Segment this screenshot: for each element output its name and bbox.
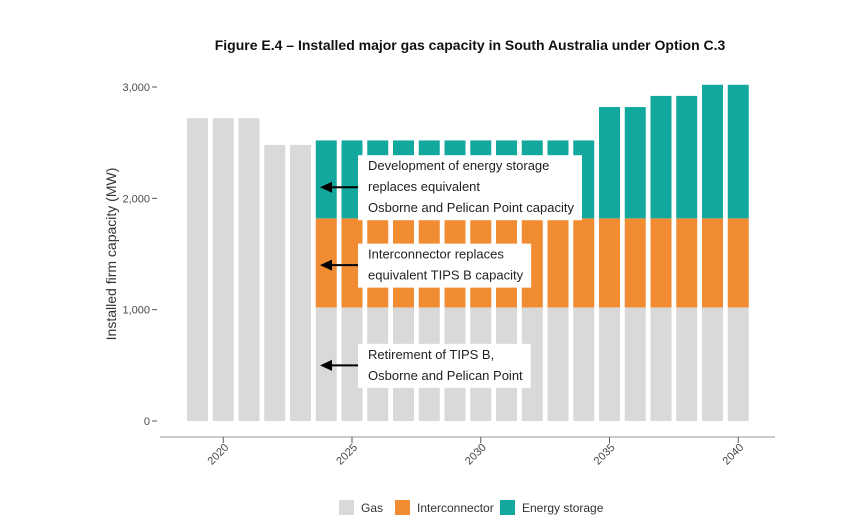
bar-energy-storage-2035 [599,107,620,219]
y-tick-label: 3,000 [122,82,150,94]
annotation-arrow-head [320,259,332,271]
y-axis: 0 1,000 2,000 3,000 Installed firm capacity … [103,82,157,428]
bar-interconnector-2035 [599,218,620,308]
bar-gas-2035 [599,307,620,421]
legend-swatch-energy-storage [500,500,515,515]
bar-energy-storage-2024 [315,140,337,219]
bar-gas-2019 [187,118,208,421]
legend-label-interconnector: Interconnector [417,501,494,515]
bar-energy-storage-2037 [650,95,672,219]
legend-swatch-gas [339,500,354,515]
bar-gas-2021 [238,118,260,421]
annotation-text: replaces equivalent [368,179,480,194]
y-tick-label: 0 [144,416,150,428]
bar-interconnector-2033 [547,218,569,308]
bar-energy-storage-2036 [624,107,646,219]
bar-gas-2022 [264,144,286,422]
bar-gas-2036 [624,307,646,421]
bar-interconnector-2039 [702,218,723,308]
annotation-box [358,343,531,388]
chart-title: Figure E.4 – Installed major gas capacit… [214,37,726,53]
bar-gas-2032 [521,307,543,421]
annotation-text: Interconnector replaces [368,247,504,262]
annotation-arrow-head [320,181,332,193]
x-tick-label: 2040 [721,442,747,468]
x-axis: 2020 2025 2030 2035 2040 [160,436,775,468]
bar-interconnector-2036 [624,218,646,308]
bar-gas-2039 [702,307,723,421]
bar-interconnector-2034 [573,218,595,308]
legend-label-energy-storage: Energy storage [522,501,604,515]
annotation-text: Development of energy storage [368,158,549,173]
annotation-text: equivalent TIPS B capacity [368,268,524,283]
legend-swatch-interconnector [395,500,410,515]
bar-gas-2034 [573,307,595,421]
bar-gas-2020 [212,118,234,421]
annotation-arrow-head [320,359,332,371]
annotation-box [358,155,582,221]
annotation-text: Retirement of TIPS B, [368,347,494,362]
x-tick-label: 2025 [334,442,360,468]
bar-energy-storage-2039 [702,84,723,219]
annotation-text: Osborne and Pelican Point capacity [368,200,574,215]
bar-energy-storage-2038 [676,95,698,219]
bar-gas-2023 [290,144,311,422]
annotations-layer: Development of energy storage replaces eq… [320,155,582,388]
bar-gas-2040 [727,307,749,421]
legend-label-gas: Gas [361,501,383,515]
bar-gas-2033 [547,307,569,421]
bar-interconnector-2025 [341,218,363,308]
y-tick-label: 2,000 [122,193,150,205]
y-tick-label: 1,000 [122,305,150,317]
bar-gas-2025 [341,307,363,421]
bar-gas-2037 [650,307,672,421]
x-tick-label: 2035 [592,442,618,468]
annotation-box [358,243,532,288]
bar-energy-storage-2040 [727,84,749,219]
annotation-text: Osborne and Pelican Point [368,368,523,383]
bar-interconnector-2040 [727,218,749,308]
y-axis-title: Installed firm capacity (MW) [103,168,119,341]
x-tick-label: 2020 [206,442,232,468]
bar-interconnector-2037 [650,218,672,308]
bar-gas-2038 [676,307,698,421]
legend: Gas Interconnector Energy storage [339,500,604,515]
bar-interconnector-2038 [676,218,698,308]
bar-energy-storage-2025 [341,140,363,219]
x-tick-label: 2030 [463,442,489,468]
